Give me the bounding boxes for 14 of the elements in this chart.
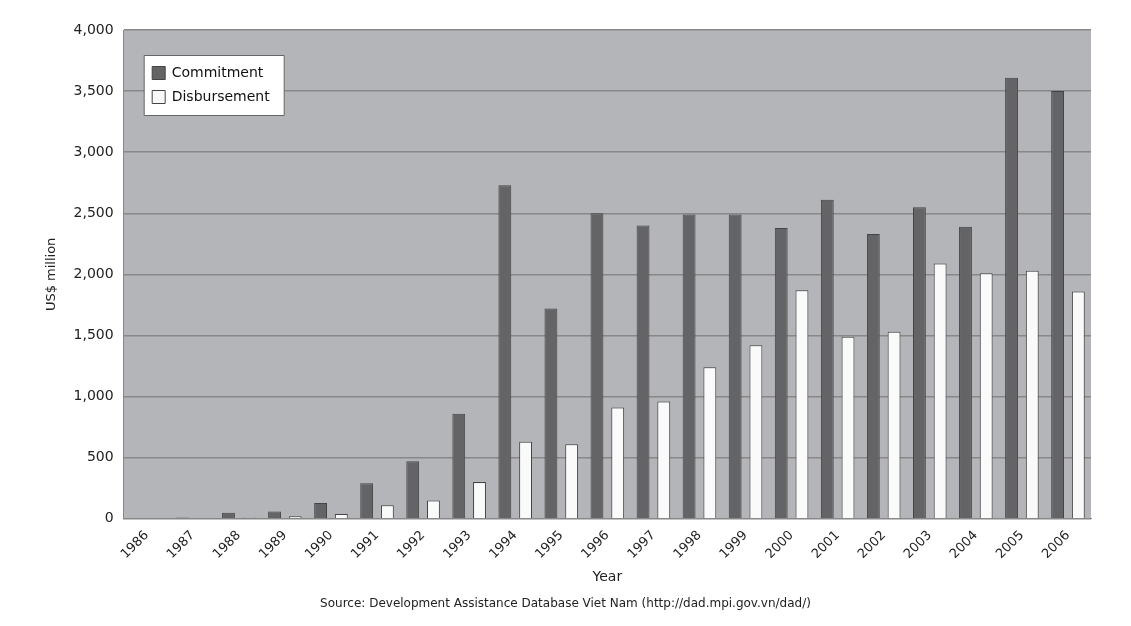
y-tick-label: 0 <box>104 509 114 526</box>
y-tick-label: 500 <box>86 448 114 465</box>
y-tick-label: 3,000 <box>73 142 114 159</box>
y-tick-label: 1,000 <box>73 387 114 404</box>
source-note: Source: Development Assistance Database Viet Nam (http://dad.mpi.gov.vn/dad/) <box>319 596 812 610</box>
y-axis-title: US$ million <box>43 237 59 312</box>
y-tick-label: 4,000 <box>73 20 114 37</box>
x-axis-title: Year <box>591 568 623 585</box>
legend-label: Commitment <box>171 63 264 80</box>
legend-label: Disbursement <box>171 87 271 104</box>
y-tick-label: 2,500 <box>73 203 114 220</box>
y-tick-label: 2,000 <box>73 265 114 282</box>
y-tick-label: 1,500 <box>73 326 114 343</box>
y-tick-label: 3,500 <box>73 81 114 98</box>
